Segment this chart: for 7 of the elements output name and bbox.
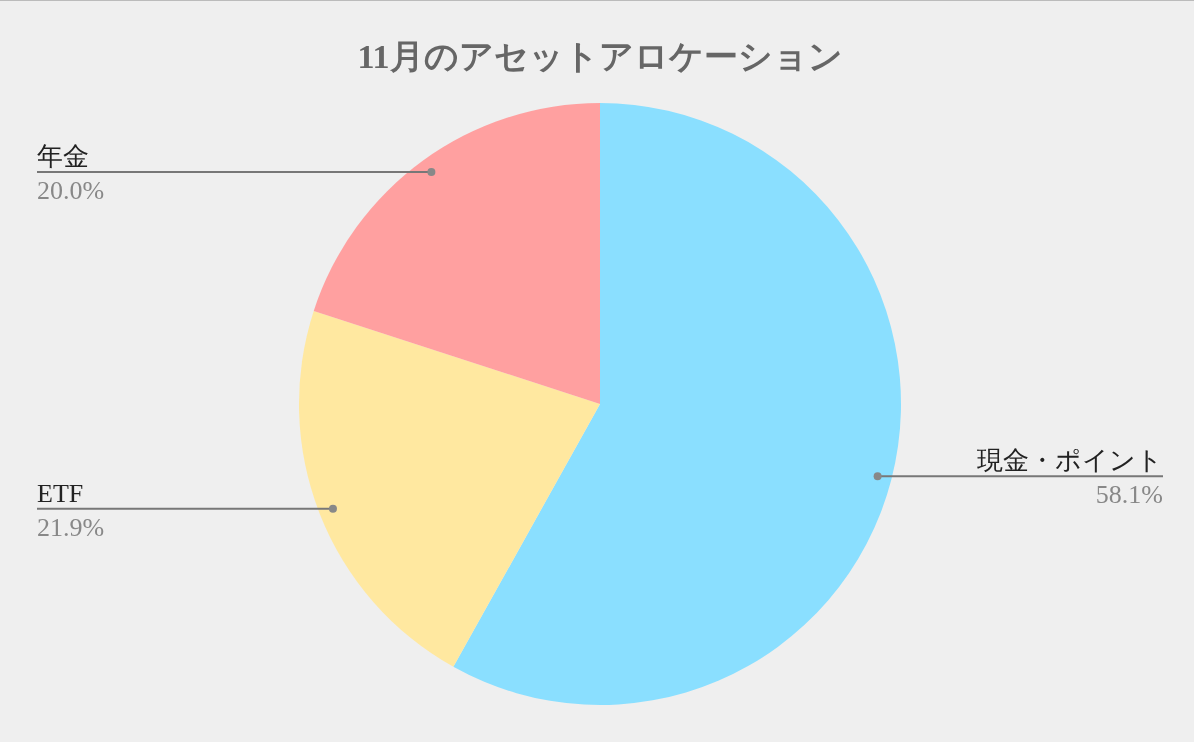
data-label: 20.0% bbox=[37, 175, 105, 205]
slice-label: ETF bbox=[37, 478, 84, 508]
chart-title: 11月のアセットアロケーション bbox=[357, 38, 843, 75]
data-label: 21.9% bbox=[37, 512, 105, 542]
slice-label: 現金・ポイント bbox=[977, 446, 1163, 476]
slice-label: 年金 bbox=[37, 141, 89, 171]
data-label: 58.1% bbox=[1095, 480, 1163, 510]
